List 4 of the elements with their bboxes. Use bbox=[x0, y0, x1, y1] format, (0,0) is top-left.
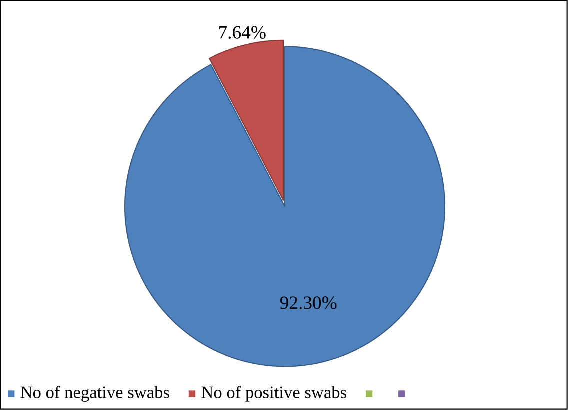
legend-label: No of positive swabs bbox=[202, 386, 346, 402]
legend-label: No of negative swabs bbox=[20, 386, 170, 402]
data-label: 7.64% bbox=[220, 26, 266, 39]
data-label: 92.30% bbox=[280, 296, 337, 310]
